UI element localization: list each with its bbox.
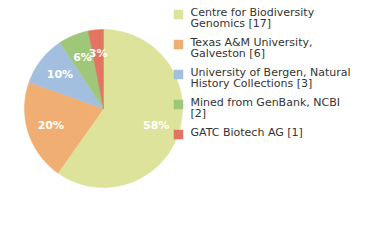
svg-text:Centre for BiodiversityGenomic: Centre for BiodiversityGenomics [17] xyxy=(191,6,315,30)
svg-text:58%: 58% xyxy=(143,119,169,132)
svg-text:Mined from GenBank, NCBI[2]: Mined from GenBank, NCBI[2] xyxy=(191,96,340,120)
svg-text:GATC Biotech AG [1]: GATC Biotech AG [1] xyxy=(191,126,303,139)
svg-text:20%: 20% xyxy=(38,119,64,132)
svg-text:6%: 6% xyxy=(73,50,92,64)
svg-text:Texas A&M University,Galveston: Texas A&M University,Galveston [6] xyxy=(190,36,313,60)
svg-text:3%: 3% xyxy=(89,47,108,60)
svg-text:10%: 10% xyxy=(47,68,73,81)
svg-text:University of Bergen, NaturalH: University of Bergen, NaturalHistory Col… xyxy=(191,66,351,90)
